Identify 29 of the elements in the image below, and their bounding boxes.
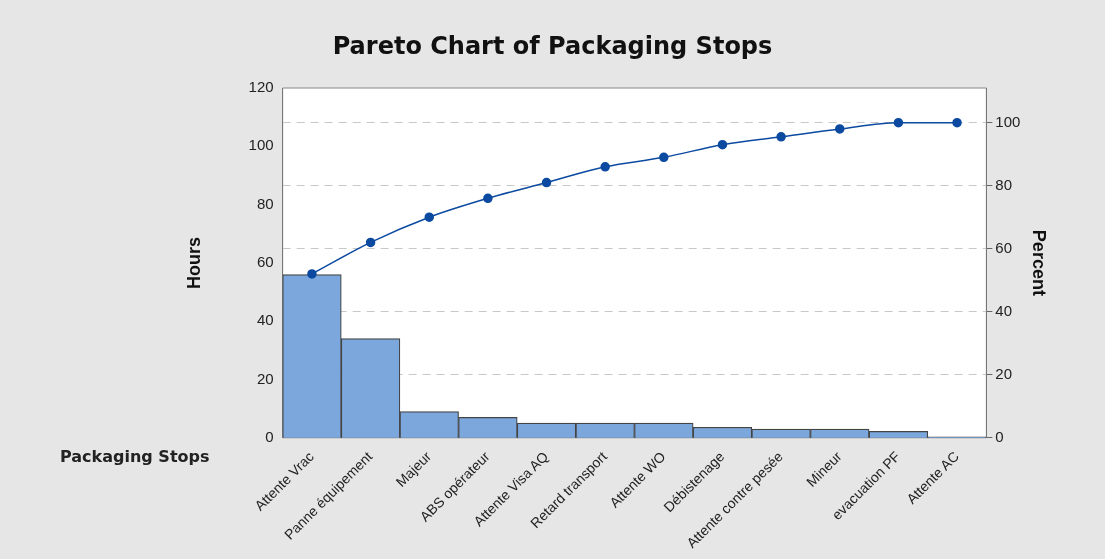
chart-title: Pareto Chart of Packaging Stops bbox=[331, 32, 774, 60]
y2-tick-label: 80 bbox=[995, 175, 1013, 193]
y2-tick-label: 100 bbox=[995, 112, 1021, 130]
y-tick-label: 120 bbox=[248, 78, 274, 96]
y-tick-label: 60 bbox=[256, 253, 274, 271]
point bbox=[776, 132, 786, 142]
point bbox=[365, 237, 376, 248]
y2-tick-label: 60 bbox=[995, 238, 1013, 256]
point bbox=[893, 117, 904, 128]
y2-axis-title: Percent bbox=[1029, 229, 1050, 296]
x-axis-title: Packaging Stops bbox=[60, 446, 210, 466]
y2-tick-label: 40 bbox=[995, 301, 1013, 319]
y-tick-label: 40 bbox=[256, 311, 274, 329]
point bbox=[307, 269, 317, 279]
point bbox=[659, 152, 669, 163]
y-tick-label: 0 bbox=[265, 427, 274, 445]
point bbox=[835, 124, 845, 134]
point bbox=[424, 212, 434, 222]
y-axis-title: Hours bbox=[183, 236, 204, 289]
y-tick-label: 80 bbox=[256, 194, 274, 212]
y2-tick-label: 20 bbox=[995, 364, 1013, 382]
point bbox=[952, 117, 962, 128]
y-tick-label: 20 bbox=[256, 369, 274, 387]
point bbox=[600, 162, 610, 172]
point bbox=[541, 177, 552, 188]
point bbox=[483, 193, 493, 204]
point bbox=[717, 139, 728, 150]
y-tick-label: 100 bbox=[248, 136, 274, 154]
y2-tick-label: 0 bbox=[995, 427, 1004, 445]
